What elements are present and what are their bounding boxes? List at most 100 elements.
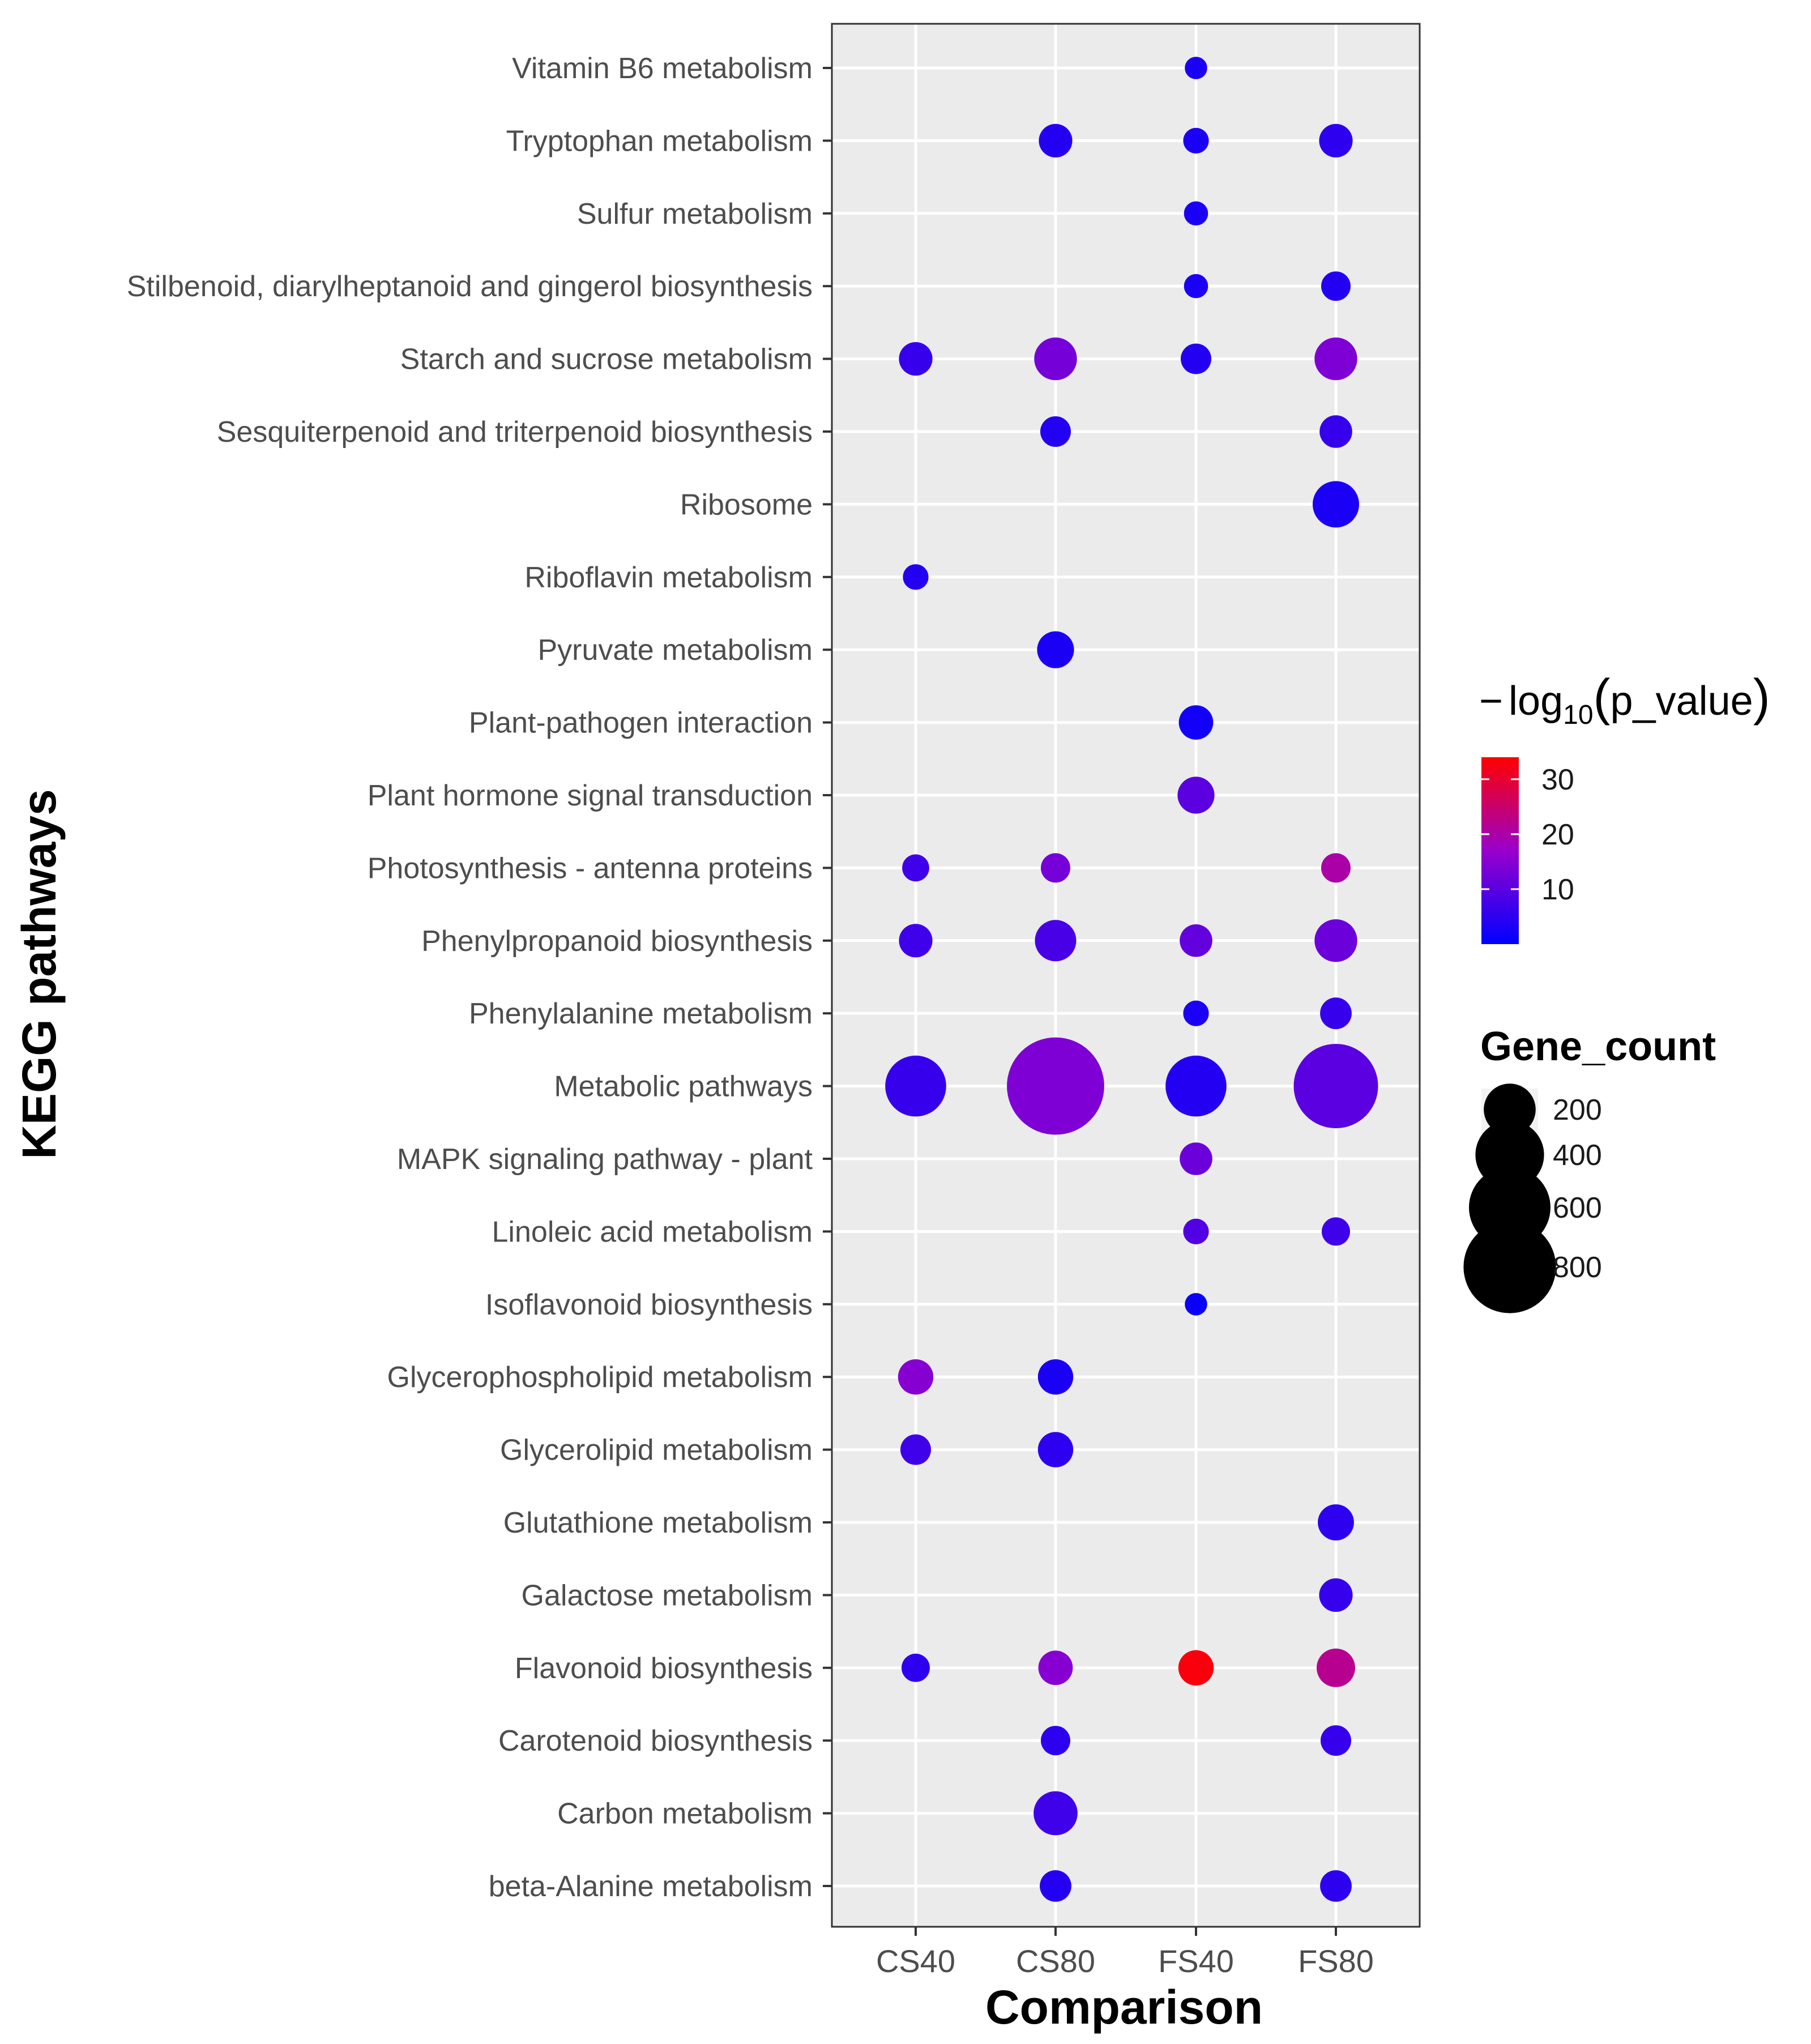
point-cs80 [1037,631,1074,668]
point-fs40 [1165,1055,1227,1117]
point-fs40 [1178,705,1214,740]
size-legend-label: 600 [1553,1192,1602,1224]
y-tick-label: Glycerolipid metabolism [500,1434,813,1467]
point-cs80 [1038,1650,1073,1685]
point-cs40 [899,342,933,376]
point-fs80 [1317,1648,1355,1687]
y-tick-label: Plant-pathogen interaction [469,707,813,740]
data-points [885,57,1378,1902]
point-fs40 [1184,274,1208,298]
size-legend-label: 800 [1553,1251,1602,1284]
point-fs80 [1321,271,1351,301]
point-fs40 [1183,1218,1209,1244]
point-fs80 [1314,919,1357,962]
y-tick-label: Tryptophan metabolism [506,125,813,157]
point-fs40 [1180,924,1212,957]
y-axis-title: KEGG pathways [12,789,66,1159]
point-fs80 [1313,481,1359,528]
color-legend-title-var: p_value [1611,679,1753,724]
x-tick-label: FS80 [1298,1943,1374,1979]
point-cs80 [1037,1432,1074,1467]
y-tick-label: Ribosome [680,488,813,521]
point-cs40 [902,1653,930,1682]
point-fs80 [1318,1504,1354,1541]
point-fs80 [1321,1725,1351,1756]
y-tick-label: Isoflavonoid biosynthesis [485,1288,813,1321]
y-tick-label: Vitamin B6 metabolism [512,52,813,85]
color-tick-label: 10 [1541,873,1574,906]
y-tick-label: Glycerophospholipid metabolism [387,1361,813,1394]
point-cs80 [1039,123,1073,157]
x-tick-label: CS40 [876,1943,955,1979]
point-fs80 [1320,997,1352,1030]
size-legend-dot [1484,1083,1536,1136]
point-cs40 [900,1434,931,1465]
y-tick-label: Carbon metabolism [557,1798,813,1830]
point-fs80 [1319,415,1352,448]
color-tick-label: 30 [1541,763,1574,796]
size-legend-label: 200 [1553,1094,1602,1126]
x-tick-label: CS80 [1016,1943,1095,1979]
point-cs40 [885,1055,946,1117]
point-cs40 [898,1359,934,1395]
point-cs80 [1040,1870,1071,1902]
point-cs80 [1034,337,1077,381]
point-fs40 [1185,1293,1207,1316]
point-fs80 [1321,853,1351,883]
point-fs80 [1322,1217,1350,1246]
y-tick-label: Stilbenoid, diarylheptanoid and gingerol… [127,270,813,303]
point-cs40 [902,854,929,882]
point-fs40 [1181,343,1211,374]
point-fs40 [1180,1142,1212,1175]
point-cs80 [1007,1037,1104,1135]
color-legend-title-log: log [1509,679,1563,724]
y-tick-label: Galactose metabolism [522,1579,813,1612]
point-cs80 [1033,1791,1078,1836]
y-tick-label: Starch and sucrose metabolism [400,343,813,376]
point-cs80 [1041,853,1070,883]
y-tick-label: Metabolic pathways [554,1070,813,1103]
y-tick-label: Pyruvate metabolism [537,634,813,667]
color-legend-title-close: ) [1753,669,1770,726]
color-legend-bar [1481,757,1519,944]
color-legend-title-open: ( [1594,669,1611,726]
point-fs40 [1184,201,1208,226]
point-fs40 [1178,1650,1214,1685]
point-cs80 [1037,1359,1074,1395]
x-axis-ticks: CS40 CS80 FS40 FS80 [876,1927,1374,1979]
color-legend-title: − log10(p_value) [1479,669,1770,730]
point-cs80 [1041,1726,1070,1756]
point-fs80 [1314,337,1357,381]
point-cs40 [903,564,929,590]
point-fs80 [1293,1044,1378,1129]
point-fs40 [1185,57,1207,79]
size-legend: 200 400 600 800 [1463,1083,1602,1313]
size-legend-title: Gene_count [1480,1024,1716,1069]
y-tick-label: MAPK signaling pathway - plant [397,1143,813,1176]
point-fs80 [1320,1870,1352,1902]
x-tick-label: FS40 [1158,1943,1234,1979]
y-tick-label: beta-Alanine metabolism [489,1870,813,1903]
y-tick-label: Sulfur metabolism [577,198,813,231]
y-tick-label: Plant hormone signal transduction [368,779,813,812]
color-legend-title-minus: − [1479,679,1503,724]
y-axis-ticks: Vitamin B6 metabolism Tryptophan metaboli… [127,52,832,1903]
y-tick-label: Glutathione metabolism [503,1507,813,1539]
y-tick-label: Sesquiterpenoid and triterpenoid biosynt… [217,416,813,449]
point-cs80 [1040,416,1071,447]
color-legend-title-sub: 10 [1563,700,1593,730]
color-legend-ticks: 30 20 10 [1481,763,1574,906]
point-fs80 [1319,1578,1353,1612]
size-legend-label: 400 [1553,1139,1602,1172]
y-tick-label: Flavonoid biosynthesis [515,1652,813,1685]
size-legend-dot [1463,1221,1556,1313]
color-tick-label: 20 [1541,818,1574,851]
plot-border [831,23,1421,1928]
y-tick-label: Phenylpropanoid biosynthesis [421,925,813,958]
plot-panel [832,24,1420,1927]
point-cs40 [899,924,933,958]
point-fs40 [1177,776,1215,814]
y-tick-label: Photosynthesis - antenna proteins [368,852,813,885]
point-fs80 [1319,123,1353,157]
